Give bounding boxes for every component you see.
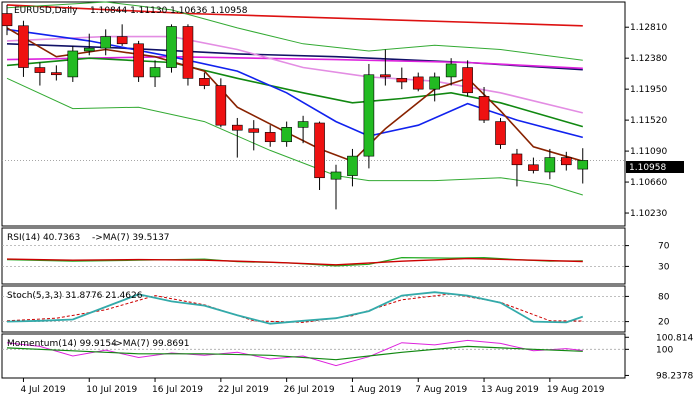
bear-candle (232, 124, 243, 131)
bear-candle (478, 96, 490, 121)
price-tick-label: 1.10660 (630, 178, 667, 188)
stoch-label: Stoch(5,3,3) 31.8776 21.4626 (7, 291, 143, 301)
bear-candle (380, 74, 391, 78)
x-tick-label: 7 Aug 2019 (415, 385, 467, 395)
bear-candle (182, 26, 194, 79)
bull-candle (347, 155, 358, 176)
stoch-panel-frame (1, 285, 626, 333)
momentum-line (6, 339, 583, 367)
candle-layer (1, 4, 589, 210)
current-price-label: 1.10958 (629, 163, 666, 173)
bear-candle (396, 78, 408, 83)
bull-candle (166, 26, 177, 68)
overlay-line-2 (6, 55, 583, 70)
momentum-tick-label: 100.814 (656, 333, 693, 343)
bear-candle (528, 164, 539, 171)
bear-candle (215, 85, 227, 126)
ohlc-label: 1.10844 1.11130 1.10636 1.10958 (90, 6, 248, 16)
bull-candle (67, 50, 79, 78)
rsi-tick-label: 70 (658, 242, 670, 252)
price-tick-label: 1.10230 (630, 209, 667, 219)
stoch-tick-label: 20 (658, 318, 670, 328)
overlay-line-4 (6, 57, 584, 128)
bull-candle (149, 67, 161, 78)
bull-candle (445, 63, 457, 78)
momentum-ma-line (6, 345, 583, 361)
x-tick-label: 19 Aug 2019 (547, 385, 605, 395)
momentum-ma-label: ->MA(7) 99.8691 (112, 339, 190, 349)
price-tick-label: 1.11950 (630, 85, 667, 95)
x-tick-label: 16 Jul 2019 (152, 385, 203, 395)
price-tick-label: 1.12380 (630, 54, 667, 64)
bear-candle (412, 76, 424, 90)
bear-candle (51, 72, 62, 76)
momentum-label: Momentum(14) 99.9154 (7, 339, 117, 349)
stoch-signal-line (6, 293, 583, 323)
overlay-line-7 (6, 1, 583, 61)
bull-candle (544, 157, 556, 173)
overlay-line-0 (6, 4, 583, 27)
current-price-tag (626, 161, 684, 173)
price-tick-label: 1.12810 (630, 23, 667, 33)
x-tick-label: 26 Jul 2019 (284, 385, 335, 395)
rsi-tick-label: 30 (658, 262, 670, 272)
x-tick-label: 13 Aug 2019 (481, 385, 539, 395)
bull-candle (577, 160, 589, 170)
bear-candle (495, 121, 506, 145)
bear-candle (560, 157, 572, 166)
price-tick-label: 1.11520 (630, 116, 667, 126)
bear-candle (116, 36, 128, 45)
bull-candle (100, 36, 111, 49)
x-tick-label: 22 Jul 2019 (218, 385, 269, 395)
bull-candle (297, 121, 309, 128)
bear-candle (264, 132, 276, 143)
bear-candle (18, 25, 29, 68)
bear-candle (462, 67, 473, 94)
bull-candle (363, 74, 375, 157)
bear-candle (34, 67, 46, 73)
rsi-ma-label: ->MA(7) 39.5137 (92, 233, 170, 243)
bear-candle (133, 43, 144, 78)
instrument-label: EURUSD,Daily (14, 6, 78, 16)
rsi-ma-line (6, 257, 583, 266)
overlay-line-5 (6, 28, 584, 139)
bear-candle (511, 153, 523, 166)
rsi-panel-frame (1, 227, 626, 285)
stoch-tick-label: 80 (658, 292, 670, 302)
x-tick-label: 4 Jul 2019 (20, 385, 65, 395)
rsi-label: RSI(14) 40.7363 (7, 233, 80, 243)
bull-candle (281, 127, 292, 143)
x-tick-label: 10 Jul 2019 (86, 385, 137, 395)
momentum-tick-label: 98.2378 (656, 371, 693, 381)
price-panel-frame (1, 1, 626, 227)
indicator-layer (6, 256, 584, 367)
bull-candle (83, 47, 95, 52)
momentum-tick-label: 100 (656, 345, 673, 355)
price-tick-label: 1.11090 (630, 147, 667, 157)
bull-candle (429, 76, 441, 90)
bear-candle (1, 13, 13, 27)
axis-layer: 1.12810 1.12380 1.11950 1.11520 1.11090 1.106… (20, 23, 693, 395)
bull-candle (330, 171, 342, 180)
bear-candle (314, 122, 325, 179)
momentum-panel-frame (1, 333, 626, 379)
bear-candle (248, 128, 260, 133)
bear-candle (199, 78, 210, 86)
stoch-main-line (6, 291, 584, 325)
x-tick-label: 1 Aug 2019 (349, 385, 401, 395)
